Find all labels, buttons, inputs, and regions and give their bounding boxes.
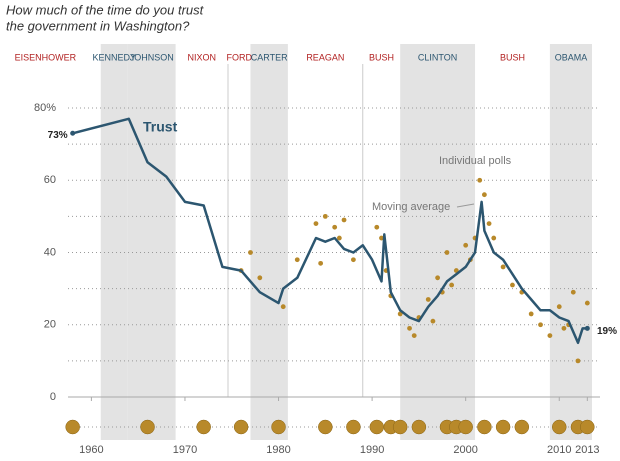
x-tick-label: 2013 [575, 444, 599, 456]
president-band [250, 44, 288, 440]
y-tick-label: 40 [44, 246, 56, 258]
poll-dot [538, 322, 543, 328]
poll-dot [294, 257, 300, 263]
y-tick-label: 80% [34, 102, 56, 114]
president-band [549, 44, 592, 440]
x-tick-label: 2000 [453, 444, 477, 456]
poll-dot [547, 333, 553, 338]
president-label: EISENHOWER [15, 52, 77, 62]
president-label: CARTER [251, 52, 288, 62]
president-label: BUSH [369, 52, 394, 62]
title-line: the government in Washington? [6, 18, 190, 33]
poll-dot [584, 300, 590, 306]
y-tick-label: 20 [44, 319, 56, 331]
poll-dot [280, 304, 286, 310]
survey-marker [411, 419, 427, 435]
poll-dot [248, 250, 253, 255]
end-label: 19% [597, 326, 617, 337]
president-label: OBAMA [555, 52, 588, 62]
poll-dot [318, 260, 324, 266]
poll-dot [430, 318, 436, 324]
poll-dot [411, 333, 417, 338]
poll-dot [374, 224, 380, 230]
poll-dot [463, 242, 469, 248]
poll-dot [561, 325, 567, 331]
poll-dot [486, 221, 492, 227]
y-tick-label: 0 [50, 391, 56, 403]
survey-marker [514, 419, 530, 435]
end-point [584, 325, 590, 331]
poll-dot [449, 282, 455, 288]
poll-dot [510, 282, 515, 288]
poll-dot [341, 217, 347, 223]
series-label: Trust [143, 119, 178, 135]
polls-label: Individual polls [439, 155, 512, 167]
president-label: JOHNSON [130, 52, 174, 62]
poll-dot [528, 311, 534, 317]
survey-marker [552, 419, 567, 435]
average-label: Moving average [372, 201, 450, 213]
average-line [72, 117, 588, 345]
poll-dot [407, 325, 412, 331]
survey-marker [346, 419, 361, 435]
president-label: FORD [226, 52, 252, 62]
president-band [127, 44, 176, 440]
survey-marker [196, 419, 211, 435]
start-label: 73% [48, 130, 68, 141]
survey-marker [495, 419, 511, 435]
survey-marker [392, 419, 408, 435]
president-band [100, 44, 128, 440]
poll-dot [257, 275, 263, 281]
poll-dot [477, 177, 483, 183]
poll-dot [379, 235, 384, 241]
poll-dot [556, 304, 562, 310]
poll-dot [350, 257, 356, 263]
poll-dot [570, 289, 576, 295]
poll-dot [500, 264, 506, 270]
survey-marker [140, 419, 155, 435]
title-line: How much of the time do you trust [6, 2, 205, 17]
y-tick-label: 60 [44, 174, 56, 186]
poll-dot [425, 297, 431, 302]
background-layer [68, 44, 600, 440]
x-tick-label: 1990 [360, 444, 384, 456]
survey-marker [458, 419, 473, 435]
x-tick-label: 2010 [547, 444, 571, 456]
poll-dot [322, 213, 328, 219]
survey-marker [271, 419, 286, 435]
x-tick-label: 1980 [266, 444, 290, 456]
poll-dot [481, 192, 487, 198]
x-tick-label: 1960 [79, 444, 103, 456]
poll-dot [332, 224, 338, 230]
poll-dot [336, 235, 342, 241]
survey-marker [580, 419, 595, 435]
poll-dot [313, 221, 319, 227]
president-label: NIXON [188, 52, 217, 62]
x-tick-label: 1970 [173, 444, 197, 456]
president-label: CLINTON [418, 52, 457, 62]
survey-marker [477, 419, 492, 435]
survey-marker [65, 419, 80, 435]
president-label: BUSH [500, 52, 525, 62]
poll-dot [435, 275, 441, 281]
survey-marker [369, 419, 385, 435]
president-band [400, 44, 476, 440]
survey-marker [233, 419, 249, 435]
president-label: KENNEDY [93, 52, 137, 62]
start-point [70, 130, 76, 136]
survey-marker [318, 419, 333, 435]
poll-dot [575, 358, 581, 364]
poll-dot [491, 235, 497, 241]
poll-dot [444, 250, 450, 255]
president-label: REAGAN [306, 52, 344, 62]
average-pointer [456, 203, 475, 208]
